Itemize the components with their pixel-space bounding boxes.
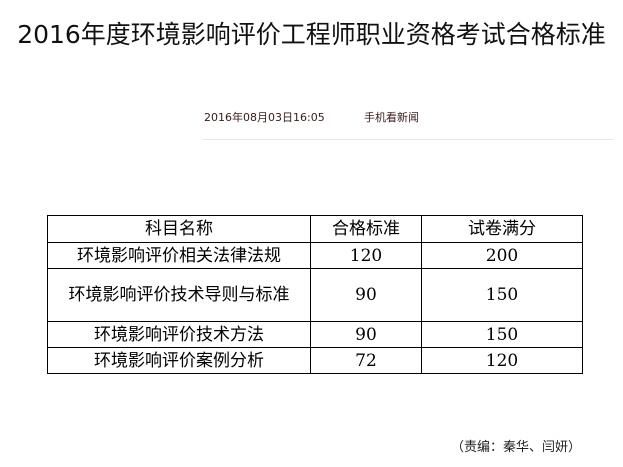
table-row: 环境影响评价相关法律法规 120 200 [47, 242, 583, 269]
header-cell: 合格标准 [310, 215, 422, 243]
subject-cell: 环境影响评价技术方法 [47, 321, 311, 348]
table-row: 环境影响评价案例分析 72 120 [47, 347, 583, 374]
editor-credit: （责编：秦华、闫妍） [450, 440, 581, 455]
header-cell: 科目名称 [47, 215, 311, 243]
pass-score-cell: 90 [310, 268, 422, 322]
pass-score-cell: 72 [310, 347, 422, 374]
subject-cell: 环境影响评价案例分析 [47, 347, 311, 374]
header-cell: 试卷满分 [421, 215, 583, 243]
full-score-cell: 150 [421, 321, 583, 348]
subject-cell: 环境影响评价技术导则与标准 [47, 268, 311, 322]
table-row: 环境影响评价技术导则与标准 90 150 [47, 268, 583, 322]
mobile-news-link[interactable]: 手机看新闻 [364, 111, 419, 124]
article-meta: 2016年08月03日16:05 手机看新闻 [204, 109, 419, 125]
table-row: 环境影响评价技术方法 90 150 [47, 321, 583, 348]
pass-score-cell: 120 [310, 242, 422, 269]
full-score-cell: 120 [421, 347, 583, 374]
article-title: 2016年度环境影响评价工程师职业资格考试合格标准 [17, 20, 606, 49]
table-header-row: 科目名称 合格标准 试卷满分 [47, 215, 583, 243]
full-score-cell: 150 [421, 268, 583, 322]
divider [203, 139, 613, 140]
score-table: 科目名称 合格标准 试卷满分 环境影响评价相关法律法规 120 200 环境影响… [47, 215, 583, 374]
publish-date: 2016年08月03日16:05 [204, 111, 325, 124]
full-score-cell: 200 [421, 242, 583, 269]
pass-score-cell: 90 [310, 321, 422, 348]
subject-cell: 环境影响评价相关法律法规 [47, 242, 311, 269]
